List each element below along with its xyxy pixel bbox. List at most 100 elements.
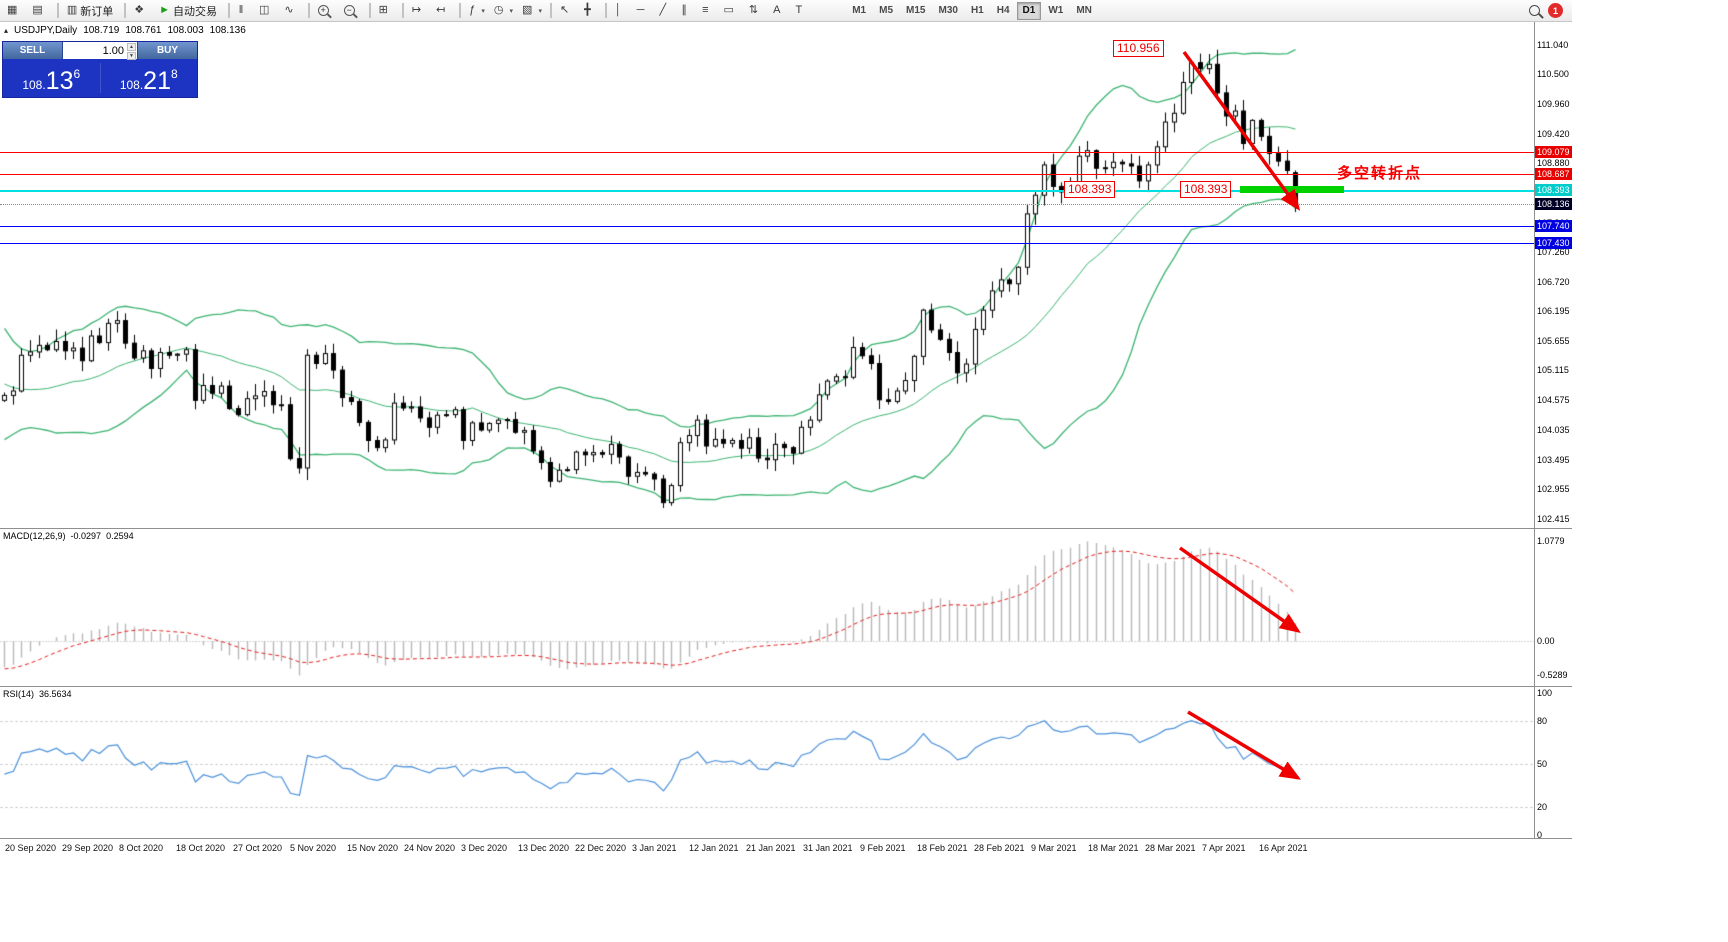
auto-scroll-button[interactable]: ↦	[408, 2, 431, 20]
price-tag-108.136[interactable]: 108.136	[1535, 198, 1572, 211]
price-tag-108.393[interactable]: 108.393	[1535, 184, 1572, 197]
support-zone-bar[interactable]	[1240, 186, 1344, 193]
price-tag-108.687[interactable]: 108.687	[1535, 167, 1572, 180]
trendline-icon: ╱	[659, 4, 667, 16]
shapes-button[interactable]: ▭	[720, 2, 744, 20]
templates-icon: ▧	[522, 4, 533, 16]
toolbar-separator	[227, 3, 230, 18]
price-divider	[99, 63, 101, 93]
autotrading-play-icon: ►	[159, 4, 170, 16]
date-label: 28 Mar 2021	[1145, 843, 1196, 853]
volume-spinners: ▲ ▼	[127, 43, 136, 60]
buy-price-button[interactable]: 108. 21 8	[101, 59, 198, 97]
timeframe-m15[interactable]: M15	[900, 2, 931, 20]
volume-input[interactable]	[63, 42, 137, 59]
fibonacci-button[interactable]: ≡	[698, 2, 718, 20]
timeframe-m1[interactable]: M1	[846, 2, 872, 20]
timeframe-buttons: M1 M5 M15 M30 H1 H4 D1 W1 MN	[846, 1, 1098, 20]
autotrading-button[interactable]: ► 自动交易	[155, 2, 224, 20]
turning-point-note[interactable]: 多空转折点	[1337, 165, 1423, 182]
new-order-button[interactable]: ▥ 新订单	[63, 2, 120, 20]
timeframe-mn[interactable]: MN	[1070, 2, 1098, 20]
indicators-button[interactable]: ƒ ▾	[465, 2, 489, 20]
price-tag-107.430[interactable]: 107.430	[1535, 237, 1572, 250]
price-chart-canvas[interactable]	[0, 22, 1534, 528]
arrows-button[interactable]: ⇅	[745, 2, 768, 20]
macd-plot: MACD(12,26,9) -0.0297 0.2594	[0, 529, 1534, 686]
price-label-support-2[interactable]: 108.393	[1180, 181, 1232, 198]
volume-down-button[interactable]: ▼	[127, 52, 136, 60]
date-label: 29 Sep 2020	[62, 843, 114, 853]
date-label: 5 Nov 2020	[290, 843, 337, 853]
time-axis: 20 Sep 2020 29 Sep 2020 8 Oct 2020 18 Oct 2…	[0, 838, 1572, 858]
toolbar: ▦ ▤ ▥ 新订单	[0, 0, 1572, 22]
chart-window-button[interactable]: ▦	[3, 2, 27, 20]
text-label-button[interactable]: T	[791, 2, 812, 20]
rsi-plot: RSI(14) 36.5634	[0, 687, 1534, 838]
toolbar-separator	[401, 3, 404, 18]
buy-button[interactable]: BUY	[137, 42, 197, 59]
rsi-value: 36.5634	[39, 689, 72, 699]
ohlc-high: 108.761	[125, 25, 162, 36]
vertical-line-button[interactable]: │	[611, 2, 632, 20]
cursor-button[interactable]: ↖	[556, 2, 579, 20]
sell-price-button[interactable]: 108. 13 6	[3, 59, 100, 97]
rsi-axis-label: 20	[1537, 801, 1548, 812]
timeframe-h1[interactable]: H1	[965, 2, 990, 20]
candlestick-chart-button[interactable]: ◫	[255, 2, 279, 20]
sell-button[interactable]: SELL	[3, 42, 63, 59]
rsi-axis: 100 80 50 20 0	[1534, 687, 1572, 838]
chart-shift-button[interactable]: ↤	[432, 2, 455, 20]
trendline-button[interactable]: ╱	[655, 2, 676, 20]
one-click-prices: 108. 13 6 108. 21 8	[3, 59, 197, 97]
text-button[interactable]: A	[769, 2, 790, 20]
buy-price-prefix: 108.	[119, 78, 144, 92]
tile-windows-icon: ⊞	[378, 4, 388, 16]
price-axis-label: 106.195	[1537, 306, 1570, 317]
price-label-support-1[interactable]: 108.393	[1064, 181, 1116, 198]
macd-axis-label: 1.0779	[1537, 536, 1565, 546]
periods-button[interactable]: ◷ ▾	[490, 2, 517, 20]
price-axis-label: 102.415	[1537, 513, 1570, 524]
date-label: 16 Apr 2021	[1259, 843, 1308, 853]
macd-signal-value: 0.2594	[106, 531, 134, 541]
timeframe-m5[interactable]: M5	[873, 2, 899, 20]
timeframe-w1[interactable]: W1	[1042, 2, 1069, 20]
toolbar-separator	[56, 3, 59, 18]
chart-profile-button[interactable]: ▤	[28, 2, 52, 20]
macd-axis-label: -0.5289	[1537, 670, 1568, 680]
search-icon[interactable]	[1529, 5, 1540, 16]
toolbar-separator	[459, 3, 462, 18]
line-chart-button[interactable]: ∿	[280, 2, 303, 20]
toolbar-separator	[368, 3, 371, 18]
crosshair-button[interactable]: ╋	[580, 2, 601, 20]
channel-button[interactable]: ∥	[677, 2, 697, 20]
timeframe-h4[interactable]: H4	[991, 2, 1016, 20]
auto-scroll-icon: ↦	[411, 4, 422, 16]
horizontal-line-button[interactable]: ─	[633, 2, 655, 20]
collapse-one-click-icon[interactable]: ▴	[4, 26, 9, 35]
text-icon: A	[773, 4, 781, 16]
notification-badge[interactable]: 1	[1548, 3, 1563, 18]
chart-shift-icon: ↤	[436, 4, 446, 16]
rsi-pane: RSI(14) 36.5634 100 80 50 20 0	[0, 686, 1572, 838]
ohlc-close: 108.136	[209, 25, 246, 36]
bar-chart-button[interactable]: ‖	[234, 2, 254, 20]
zoom-in-button[interactable]: +	[314, 2, 339, 20]
zoom-out-button[interactable]: −	[340, 2, 365, 20]
macd-canvas[interactable]	[0, 529, 1534, 686]
timeframe-m30[interactable]: M30	[932, 2, 963, 20]
expert-advisors-icon: ❖	[134, 4, 145, 16]
price-tag-107.740[interactable]: 107.740	[1535, 220, 1572, 233]
volume-up-button[interactable]: ▲	[127, 43, 136, 51]
price-label-peak[interactable]: 110.956	[1113, 40, 1164, 57]
expert-advisors-button[interactable]: ❖	[130, 2, 154, 20]
price-axis-label: 107.260	[1537, 247, 1570, 258]
templates-button[interactable]: ▧ ▾	[518, 2, 546, 20]
timeframe-d1[interactable]: D1	[1016, 1, 1042, 20]
date-label: 15 Nov 2020	[347, 843, 399, 853]
tile-windows-button[interactable]: ⊞	[375, 2, 398, 20]
price-tag-109.079[interactable]: 109.079	[1535, 146, 1572, 159]
macd-label: MACD(12,26,9) -0.0297 0.2594	[3, 531, 134, 541]
rsi-canvas[interactable]	[0, 687, 1534, 838]
